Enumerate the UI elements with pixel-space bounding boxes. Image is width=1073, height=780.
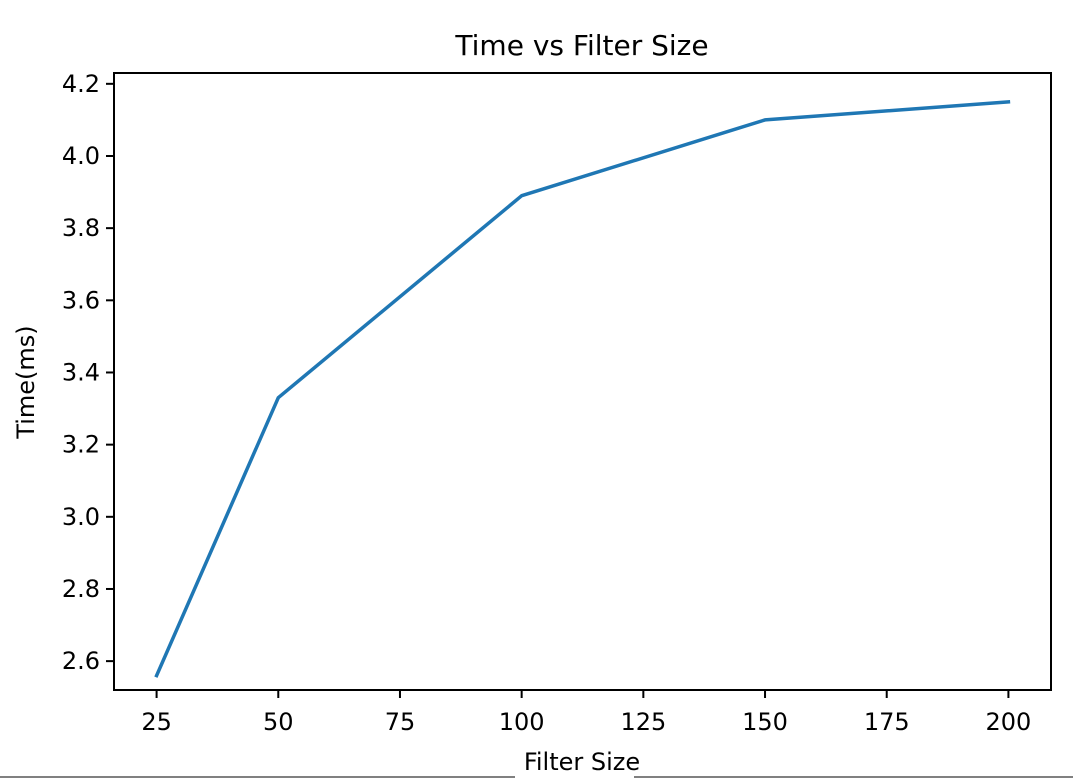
y-tick-label: 3.8 (62, 214, 100, 242)
x-axis-ticks: 25 50 75 100 125 150 175 200 (141, 690, 1031, 736)
x-tick-label: 50 (263, 708, 294, 736)
series-line (157, 102, 1009, 676)
x-tick-label: 150 (742, 708, 788, 736)
y-axis-ticks: 2.6 2.8 3.0 3.2 3.4 3.6 3.8 4.0 4.2 (62, 70, 114, 675)
x-tick-label: 100 (499, 708, 545, 736)
x-tick-label: 200 (986, 708, 1032, 736)
x-axis-label: Filter Size (524, 748, 640, 776)
chart-title: Time vs Filter Size (454, 29, 708, 62)
x-tick-label: 125 (620, 708, 666, 736)
x-tick-label: 25 (141, 708, 172, 736)
y-tick-label: 4.2 (62, 70, 100, 98)
y-tick-label: 2.8 (62, 575, 100, 603)
plot-area-frame (114, 73, 1051, 690)
bottom-divider-left (0, 776, 515, 778)
y-tick-label: 3.6 (62, 286, 100, 314)
y-tick-label: 3.2 (62, 431, 100, 459)
y-tick-label: 2.6 (62, 647, 100, 675)
y-tick-label: 3.4 (62, 358, 100, 386)
bottom-divider-right (634, 776, 1073, 778)
y-axis-label: Time(ms) (12, 325, 40, 439)
series-layer (156, 102, 1008, 676)
y-tick-label: 3.0 (62, 503, 100, 531)
y-tick-label: 4.0 (62, 142, 100, 170)
x-tick-label: 175 (864, 708, 910, 736)
x-tick-label: 75 (385, 708, 416, 736)
